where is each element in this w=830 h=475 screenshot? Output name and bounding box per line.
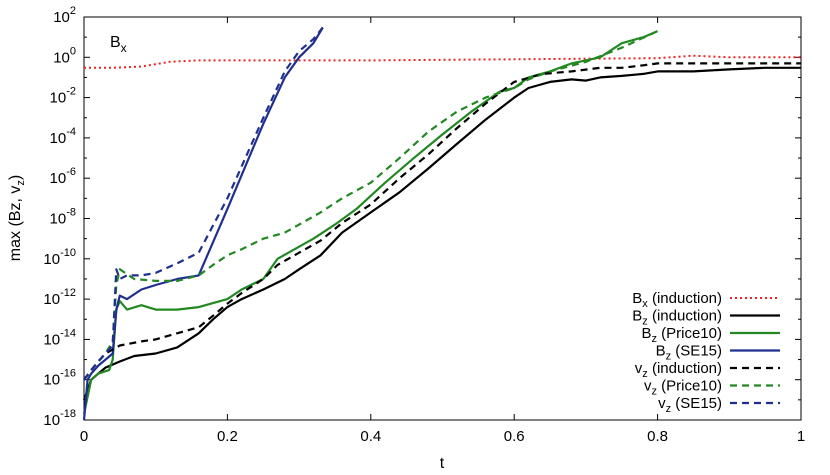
y-tick-label: 10-10	[43, 247, 76, 268]
y-tick-label: 102	[53, 5, 76, 26]
series-line-4	[83, 62, 801, 381]
legend-label-3: Bz (SE15)	[656, 343, 722, 363]
series-line-5	[83, 30, 659, 381]
legend-label-1: Bz (induction)	[632, 308, 722, 328]
series-line-1	[82, 66, 801, 401]
series-line-6	[83, 26, 324, 381]
y-tick-label: 10-16	[43, 368, 76, 389]
x-axis-title: t	[440, 455, 445, 472]
y-tick-label: 10-18	[43, 408, 76, 429]
x-tick-label: 0.2	[217, 428, 238, 445]
x-tick-label: 0.6	[504, 428, 525, 445]
y-axis-title: max (Bz, vz)	[7, 175, 27, 261]
y-tick-label: 10-14	[43, 327, 76, 348]
y-tick-label: 10-6	[50, 166, 76, 187]
y-tick-label: 10-12	[43, 287, 76, 308]
series-line-0	[84, 54, 801, 69]
x-tick-label: 1	[797, 428, 805, 445]
y-axis-title-sub: z	[15, 180, 27, 186]
series-layer	[82, 26, 801, 421]
x-tick-label: 0.8	[647, 428, 668, 445]
x-tick-label: 0.4	[360, 428, 381, 445]
series-line-2	[82, 30, 659, 415]
legend-label-6: vz (SE15)	[658, 395, 722, 415]
y-axis-title-close: )	[7, 175, 24, 180]
x-axis: 0 0.2 0.4 0.6 0.8 1	[80, 17, 805, 445]
y-tick-label: 10-2	[50, 86, 76, 107]
annotation-bx: Bx	[110, 34, 127, 55]
y-axis-title-main: max (Bz, v	[7, 186, 24, 262]
legend: Bx (induction)Bz (induction)Bz (Price10)…	[632, 290, 780, 415]
legend-label-0: Bx (induction)	[632, 290, 722, 310]
y-tick-label: 100	[53, 45, 76, 66]
legend-label-5: vz (Price10)	[644, 378, 722, 398]
x-tick-label: 0	[80, 428, 88, 445]
annotation-sub: x	[121, 41, 127, 55]
y-tick-label: 10-8	[50, 207, 76, 228]
y-tick-label: 10-4	[50, 126, 76, 147]
series-line-3	[82, 26, 324, 421]
legend-label-4: vz (induction)	[635, 360, 722, 380]
legend-label-2: Bz (Price10)	[641, 325, 722, 345]
annotation-base: B	[110, 34, 121, 51]
